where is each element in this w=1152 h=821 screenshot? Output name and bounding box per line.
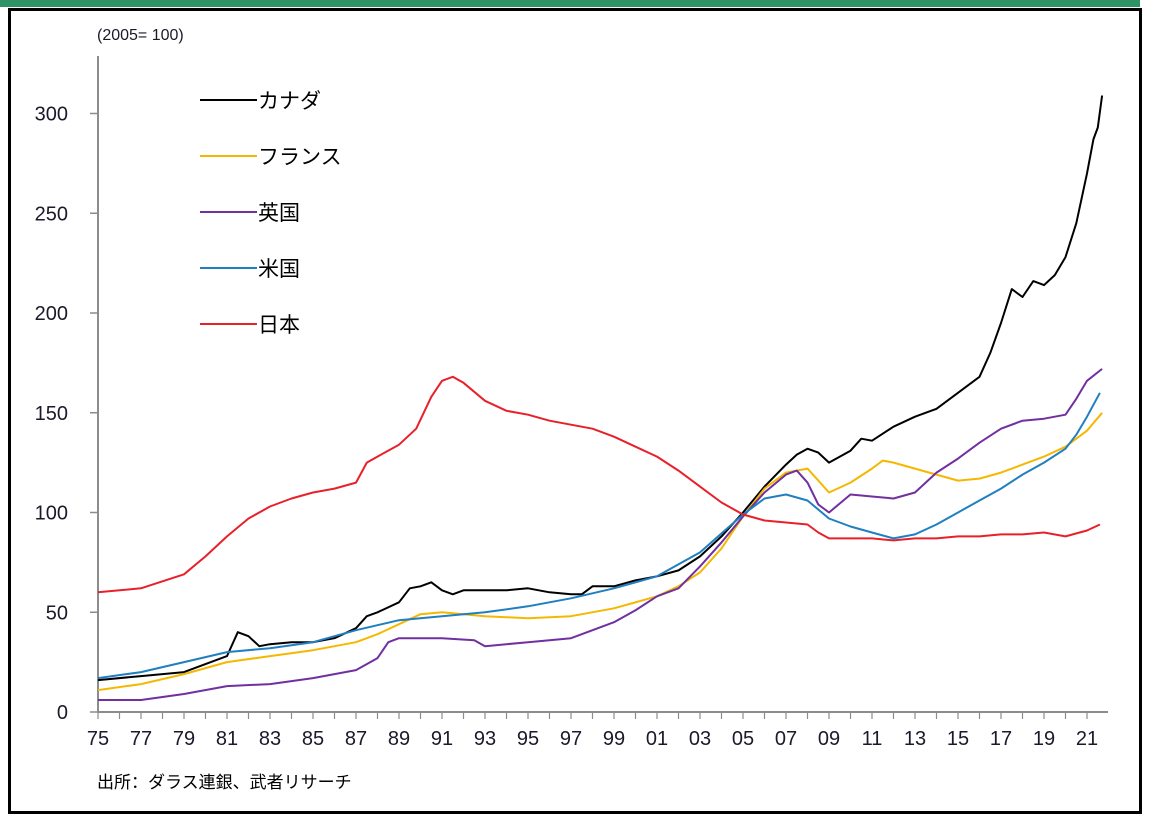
x-tick-label: 75 bbox=[87, 728, 109, 750]
y-tick-label: 150 bbox=[35, 403, 68, 425]
header-bar bbox=[0, 0, 1140, 7]
legend-label: フランス bbox=[258, 145, 342, 169]
legend-label: 米国 bbox=[258, 257, 300, 281]
x-tick-label: 77 bbox=[130, 728, 152, 750]
y-tick-label: 100 bbox=[35, 503, 68, 525]
x-tick-label: 15 bbox=[947, 728, 969, 750]
x-tick-label: 11 bbox=[862, 728, 883, 750]
x-tick-label: 07 bbox=[775, 728, 797, 750]
unit-label: (2005= 100) bbox=[97, 27, 184, 44]
series-line-2 bbox=[97, 412, 1103, 692]
x-tick-label: 01 bbox=[646, 728, 668, 750]
source-note: 出所：ダラス連銀、武者リサーチ bbox=[97, 773, 352, 793]
x-tick-label: 81 bbox=[216, 728, 238, 750]
y-tick-label: 50 bbox=[46, 602, 68, 624]
y-tick-label: 200 bbox=[35, 303, 68, 325]
series-line-4 bbox=[97, 392, 1101, 680]
x-tick-label: 05 bbox=[732, 728, 754, 750]
x-tick-label: 19 bbox=[1033, 728, 1055, 750]
x-tick-label: 17 bbox=[990, 728, 1012, 750]
series-line-5 bbox=[97, 375, 1101, 594]
x-tick-label: 09 bbox=[818, 728, 840, 750]
x-tick-label: 85 bbox=[302, 728, 324, 750]
y-tick-label: 300 bbox=[35, 104, 68, 126]
x-tick-label: 93 bbox=[474, 728, 496, 750]
legend-label: 英国 bbox=[258, 201, 300, 225]
x-tick-label: 79 bbox=[173, 728, 195, 750]
y-tick-label: 0 bbox=[57, 702, 68, 724]
x-tick-label: 89 bbox=[388, 728, 410, 750]
chart-frame bbox=[8, 8, 1142, 814]
x-tick-label: 13 bbox=[904, 728, 926, 750]
x-tick-label: 87 bbox=[345, 728, 367, 750]
series-layer bbox=[97, 95, 1104, 701]
x-tick-label: 03 bbox=[689, 728, 711, 750]
x-tick-label: 83 bbox=[259, 728, 281, 750]
x-tick-label: 21 bbox=[1076, 728, 1098, 750]
x-tick-label: 91 bbox=[431, 728, 453, 750]
legend-label: 日本 bbox=[258, 313, 300, 337]
x-tick-label: 99 bbox=[603, 728, 625, 750]
legend-label: カナダ bbox=[258, 89, 321, 113]
series-line-3 bbox=[98, 368, 1103, 701]
y-tick-label: 250 bbox=[35, 203, 68, 225]
x-tick-label: 97 bbox=[560, 728, 582, 750]
x-tick-label: 95 bbox=[517, 728, 539, 750]
